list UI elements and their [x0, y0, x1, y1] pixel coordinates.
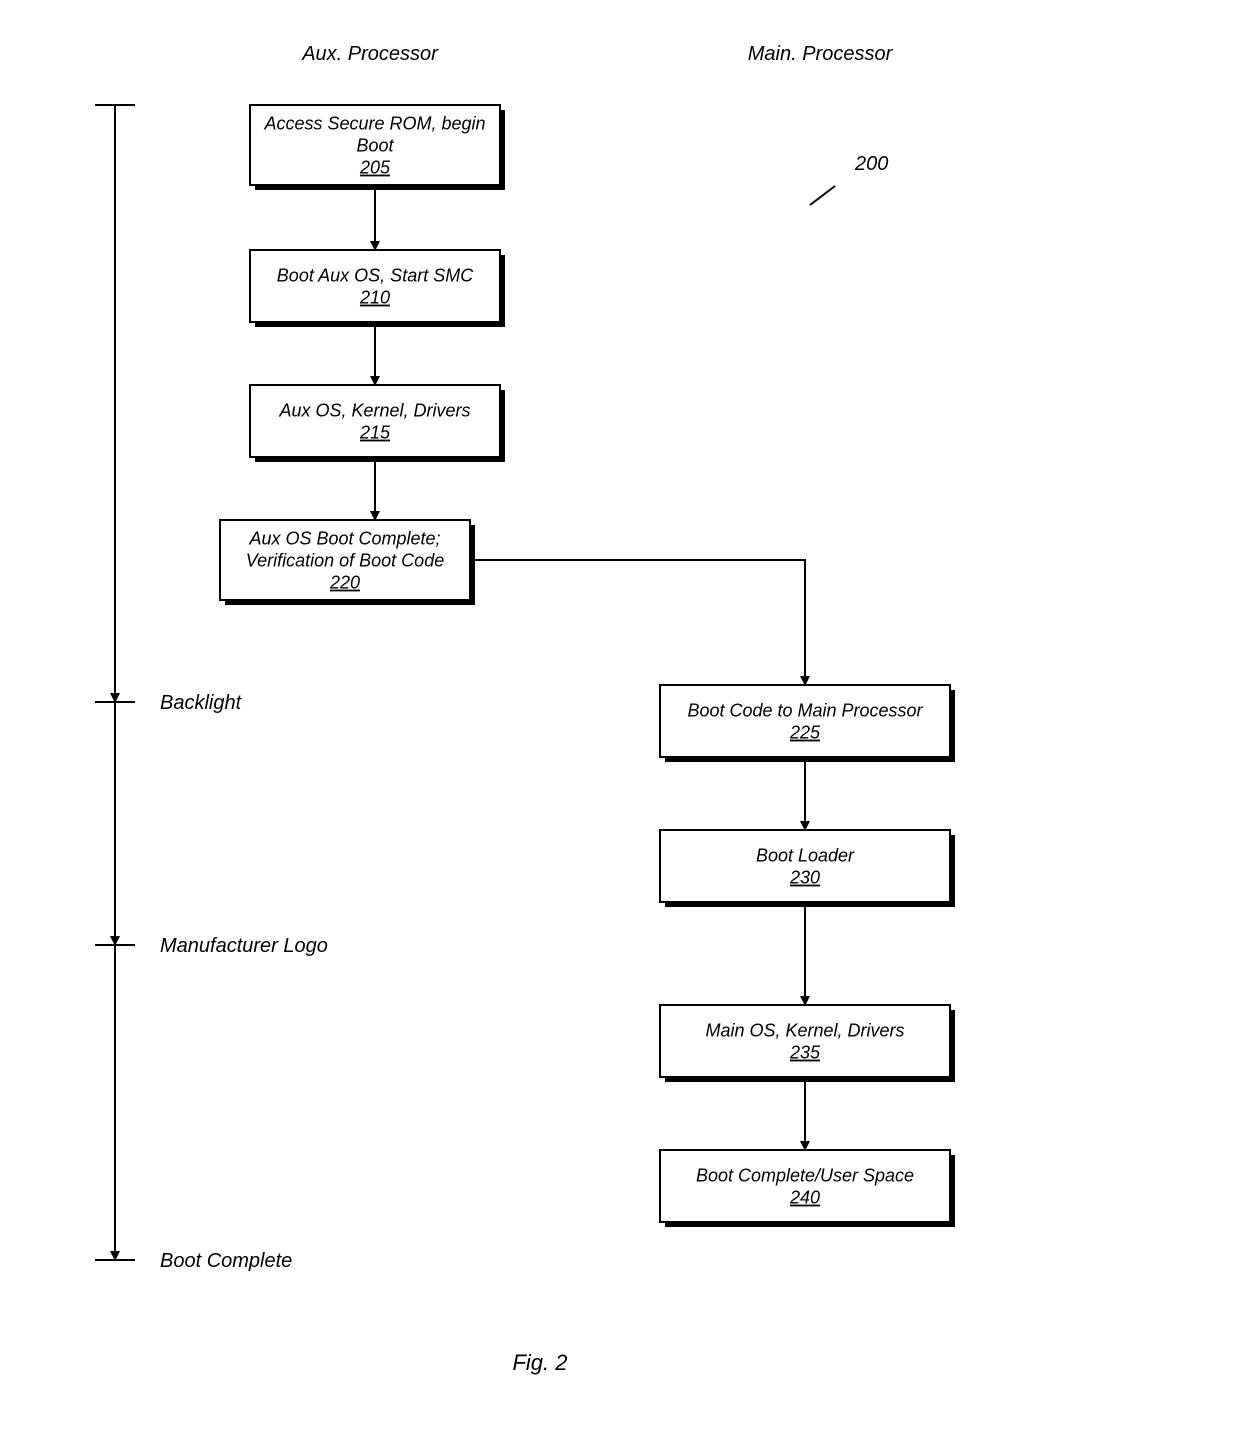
flow-node-ref: 230 [789, 868, 820, 888]
flow-node-ref: 235 [789, 1043, 821, 1063]
flow-node-235: Main OS, Kernel, Drivers235 [660, 1005, 955, 1082]
flow-node-label: Verification of Boot Code [246, 551, 444, 571]
flow-node-210: Boot Aux OS, Start SMC210 [250, 250, 505, 327]
flow-node-label: Access Secure ROM, begin [263, 114, 485, 134]
flow-node-label: Main OS, Kernel, Drivers [705, 1021, 904, 1041]
flow-node-225: Boot Code to Main Processor225 [660, 685, 955, 762]
flow-node-ref: 240 [789, 1188, 820, 1208]
main-processor-header: Main. Processor [748, 43, 894, 65]
flow-node-220: Aux OS Boot Complete;Verification of Boo… [220, 520, 475, 605]
figure-caption: Fig. 2 [512, 1350, 567, 1375]
flow-node-ref: 215 [359, 423, 391, 443]
flow-node-205: Access Secure ROM, beginBoot205 [250, 105, 505, 190]
figure-ref-number: 200 [854, 153, 888, 175]
timeline-label: Boot Complete [160, 1250, 292, 1272]
flow-node-label: Boot Complete/User Space [696, 1166, 914, 1186]
flow-node-ref: 225 [789, 723, 821, 743]
flow-node-ref: 210 [359, 288, 390, 308]
flow-node-230: Boot Loader230 [660, 830, 955, 907]
flow-node-label: Boot [356, 136, 394, 156]
flow-node-label: Boot Aux OS, Start SMC [277, 266, 474, 286]
flow-node-label: Aux OS Boot Complete; [248, 529, 440, 549]
flow-node-ref: 220 [329, 573, 360, 593]
flow-arrow-elbow [475, 560, 805, 685]
aux-processor-header: Aux. Processor [301, 43, 439, 65]
flow-node-label: Boot Loader [756, 846, 855, 866]
flow-node-label: Boot Code to Main Processor [687, 701, 923, 721]
flow-node-215: Aux OS, Kernel, Drivers215 [250, 385, 505, 462]
timeline-label: Backlight [160, 692, 243, 714]
flow-node-240: Boot Complete/User Space240 [660, 1150, 955, 1227]
figure-ref-leader [810, 186, 835, 205]
flow-node-label: Aux OS, Kernel, Drivers [278, 401, 470, 421]
flow-node-ref: 205 [359, 158, 391, 178]
timeline-label: Manufacturer Logo [160, 935, 328, 957]
